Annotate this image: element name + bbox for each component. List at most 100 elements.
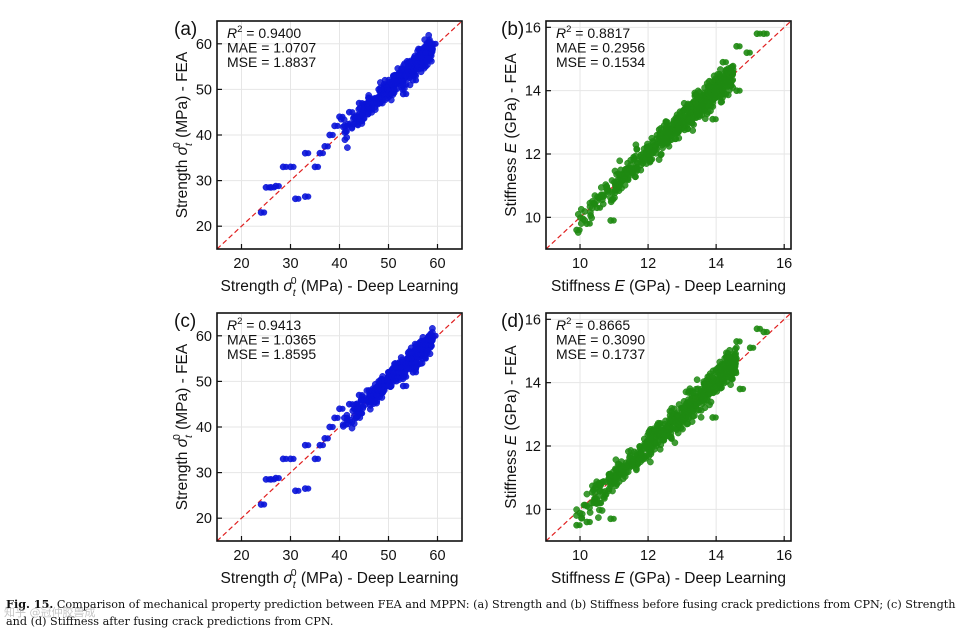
data-point	[359, 410, 366, 417]
data-point	[368, 396, 375, 403]
panel-label: (d)	[501, 311, 524, 332]
data-point	[393, 364, 400, 371]
data-point	[305, 442, 312, 449]
data-point	[388, 90, 395, 98]
data-point	[685, 115, 693, 123]
data-point	[658, 141, 666, 149]
data-point	[720, 361, 727, 369]
data-point	[709, 373, 716, 380]
y-tick-label: 12	[525, 439, 541, 455]
x-tick-label: 14	[708, 256, 724, 272]
x-axis-label: Strength σt0 (MPa) - Deep Learning	[221, 275, 459, 299]
data-point	[388, 382, 395, 390]
data-point	[305, 193, 312, 200]
data-point	[583, 490, 591, 498]
y-tick-label: 30	[196, 174, 212, 190]
data-point	[398, 364, 405, 371]
x-tick-label: 30	[282, 548, 298, 564]
data-point	[601, 491, 609, 499]
data-point	[732, 352, 739, 360]
data-point	[422, 355, 429, 362]
stat-line: R2 = 0.8665	[556, 316, 630, 333]
data-point	[334, 414, 341, 421]
x-tick-label: 60	[429, 256, 445, 272]
data-point	[581, 501, 589, 509]
data-point	[746, 49, 753, 56]
data-points-1	[257, 31, 439, 216]
y-axis-label: Stiffness E (GPa) - FEA	[503, 345, 520, 509]
data-point	[613, 471, 621, 479]
data-points-4	[573, 325, 770, 529]
data-point	[314, 455, 322, 462]
data-point	[726, 354, 733, 361]
data-points-2	[573, 30, 770, 236]
data-point	[675, 112, 683, 120]
stat-line: MAE = 1.0707	[227, 40, 316, 56]
data-point	[422, 49, 429, 57]
data-point	[427, 45, 434, 52]
y-tick-label: 40	[196, 128, 212, 144]
caption-text: Comparison of mechanical property predic…	[6, 598, 956, 628]
y-tick-label: 14	[525, 376, 541, 392]
data-point	[422, 341, 429, 348]
panel-label: (b)	[501, 19, 524, 40]
x-tick-label: 12	[640, 548, 656, 564]
data-point	[675, 420, 683, 428]
stat-line: MSE = 1.8595	[227, 346, 316, 362]
data-point	[729, 71, 736, 78]
data-point	[639, 150, 647, 158]
data-point	[628, 458, 636, 466]
y-tick-label: 10	[525, 210, 541, 226]
data-point	[398, 72, 405, 79]
y-tick-label: 10	[525, 502, 541, 518]
data-point	[711, 82, 719, 90]
data-point	[359, 118, 366, 125]
data-point	[607, 482, 614, 490]
data-point	[366, 405, 374, 413]
data-point	[645, 143, 653, 150]
data-point	[314, 163, 322, 170]
data-point	[701, 404, 709, 412]
data-point	[610, 217, 617, 224]
caption-label: Fig. 15.	[6, 597, 54, 611]
stat-line: R2 = 0.9413	[227, 316, 301, 333]
data-point	[324, 143, 331, 150]
data-point	[712, 116, 719, 123]
data-point	[712, 414, 719, 421]
data-point	[319, 150, 326, 157]
data-point	[432, 40, 439, 47]
x-tick-label: 50	[380, 548, 396, 564]
data-point	[407, 349, 415, 356]
data-point	[722, 59, 730, 66]
data-point	[578, 510, 586, 518]
data-points-3	[257, 325, 439, 508]
data-point	[403, 90, 410, 98]
figure-caption: Fig. 15. Comparison of mechanical proper…	[6, 596, 961, 630]
data-point	[574, 210, 582, 218]
y-tick-label: 60	[196, 37, 212, 53]
data-point	[691, 412, 698, 420]
x-tick-label: 16	[776, 256, 792, 272]
data-point	[671, 135, 679, 143]
x-tick-label: 16	[776, 548, 792, 564]
data-point	[403, 382, 410, 390]
x-tick-label: 14	[708, 548, 724, 564]
data-point	[329, 423, 336, 431]
data-point	[378, 387, 385, 394]
data-point	[576, 522, 583, 529]
data-point	[586, 220, 593, 227]
y-tick-label: 12	[525, 147, 541, 163]
data-point	[705, 381, 713, 388]
data-point	[697, 96, 705, 104]
data-point	[275, 475, 282, 482]
data-point	[587, 212, 594, 219]
data-point	[668, 404, 676, 412]
data-point	[319, 442, 326, 449]
y-axis-label: Stiffness E (GPa) - FEA	[503, 53, 520, 217]
data-point	[637, 450, 645, 457]
x-tick-label: 40	[331, 548, 347, 564]
x-tick-label: 10	[572, 548, 588, 564]
